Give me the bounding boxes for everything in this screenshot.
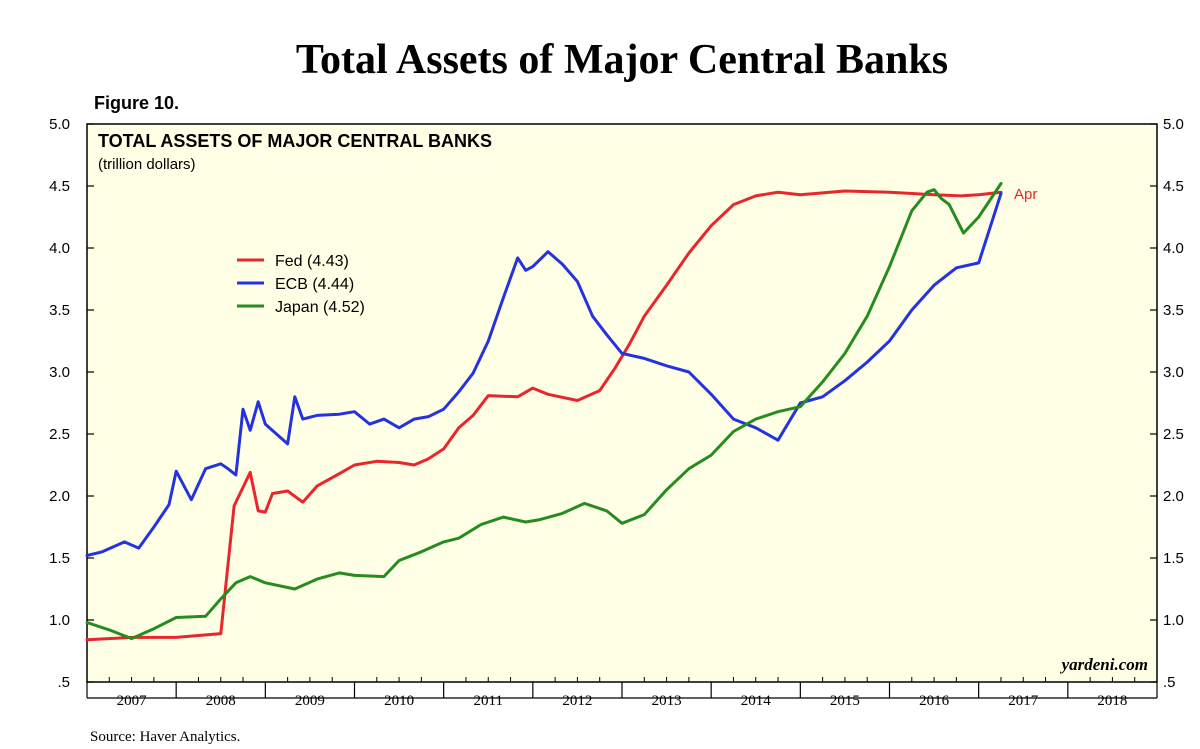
chart-subtitle: (trillion dollars) bbox=[98, 156, 196, 173]
y-tick-label-left: 3.0 bbox=[49, 364, 70, 381]
chart-title: TOTAL ASSETS OF MAJOR CENTRAL BANKS bbox=[98, 131, 492, 151]
y-tick-label-left: 2.0 bbox=[49, 488, 70, 505]
series-lines bbox=[85, 182, 1003, 642]
y-tick-label-left: 4.5 bbox=[49, 178, 70, 195]
y-tick-label-right: 3.0 bbox=[1163, 364, 1184, 381]
x-tick-label: 2009 bbox=[295, 693, 325, 709]
axes: 5.0 5.0 4.5 4.5 4.0 4.0 3.5 3.5 3.0 3.0 2.5 2.5 2.0 2… bbox=[49, 116, 1184, 709]
legend-label: Fed (4.43) bbox=[275, 253, 349, 270]
y-tick-label-left: 5.0 bbox=[49, 116, 70, 133]
x-tick-label: 2013 bbox=[652, 693, 682, 709]
x-tick-label: 2008 bbox=[206, 693, 236, 709]
x-tick-label: 2014 bbox=[741, 693, 772, 709]
y-tick-label-right: 5.0 bbox=[1163, 116, 1184, 133]
x-tick-label: 2007 bbox=[117, 693, 148, 709]
x-tick-label: 2018 bbox=[1097, 693, 1127, 709]
page-title: Total Assets of Major Central Banks bbox=[296, 37, 948, 83]
x-tick-label: 2016 bbox=[919, 693, 950, 709]
series-line-2 bbox=[85, 182, 1003, 641]
y-tick-label-left: 2.5 bbox=[49, 426, 70, 443]
y-tick-label-right: 4.5 bbox=[1163, 178, 1184, 195]
y-tick-label-left: 1.5 bbox=[49, 550, 70, 567]
x-tick-label: 2011 bbox=[474, 693, 503, 709]
watermark: yardeni.com bbox=[1060, 655, 1148, 674]
x-tick-label: 2010 bbox=[384, 693, 414, 709]
end-label: Apr bbox=[1014, 186, 1037, 203]
y-tick-label-left: 1.0 bbox=[49, 612, 70, 629]
legend: Fed (4.43) ECB (4.44) Japan (4.52) bbox=[237, 253, 365, 316]
y-tick-label-left: 3.5 bbox=[49, 302, 70, 319]
y-tick-label-right: 2.0 bbox=[1163, 488, 1184, 505]
x-tick-label: 2017 bbox=[1008, 693, 1039, 709]
legend-label: ECB (4.44) bbox=[275, 276, 354, 293]
y-tick-label-right: .5 bbox=[1163, 674, 1176, 691]
y-tick-label-right: 3.5 bbox=[1163, 302, 1184, 319]
y-tick-label-right: 1.0 bbox=[1163, 612, 1184, 629]
y-tick-label-right: 2.5 bbox=[1163, 426, 1184, 443]
y-tick-label-right: 4.0 bbox=[1163, 240, 1184, 257]
source-note: Source: Haver Analytics. bbox=[90, 729, 240, 745]
series-line-0 bbox=[85, 189, 1003, 642]
legend-label: Japan (4.52) bbox=[275, 299, 365, 316]
x-tick-label: 2015 bbox=[830, 693, 860, 709]
y-tick-label-right: 1.5 bbox=[1163, 550, 1184, 567]
figure-label: Figure 10. bbox=[94, 93, 179, 113]
y-tick-label-left: .5 bbox=[57, 674, 70, 691]
series-line-1 bbox=[85, 191, 1003, 557]
x-tick-label: 2012 bbox=[562, 693, 592, 709]
y-tick-label-left: 4.0 bbox=[49, 240, 70, 257]
